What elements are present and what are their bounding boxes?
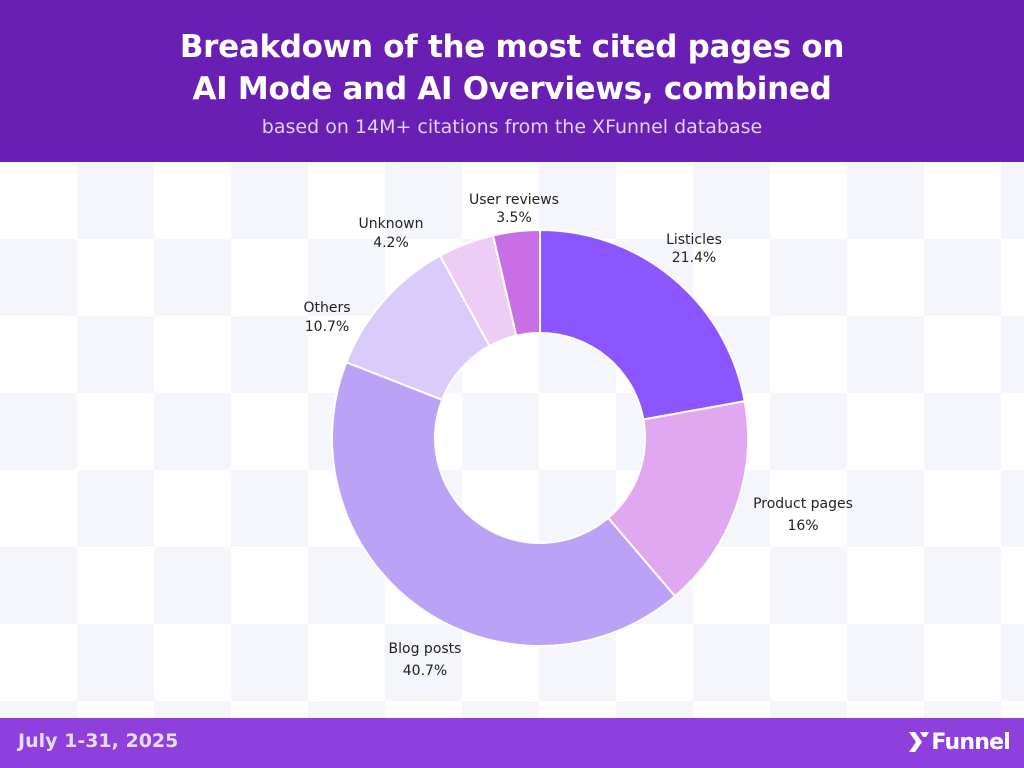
slice-user-reviews (491, 228, 541, 337)
chart-title-line-2: AI Mode and AI Overviews, combined (192, 71, 832, 107)
label-product-pages-value: 16% (787, 518, 818, 534)
slice-product-pages (606, 400, 749, 598)
label-product-pages-category: Product pages (753, 496, 853, 512)
donut-chart: Listicles 21.4% Product pages 16% Blog posts… (303, 192, 853, 679)
slice-blog-posts (331, 360, 677, 647)
label-others-value: 10.7% (305, 319, 349, 335)
slice-listicles (539, 228, 746, 421)
chart-title: Breakdown of the most cited pages on AI … (0, 26, 1024, 110)
label-blog-posts-category: Blog posts (389, 641, 462, 657)
chart-background: Listicles 21.4% Product pages 16% Blog posts… (0, 162, 1024, 718)
label-listicles-value: 21.4% (672, 250, 716, 266)
date-range: July 1-31, 2025 (18, 730, 179, 752)
label-unknown-value: 4.2% (373, 235, 409, 251)
label-listicles-category: Listicles (666, 232, 722, 248)
label-user-reviews-category: User reviews (469, 192, 559, 208)
xfunnel-logo: Funnel (908, 727, 1011, 757)
chart-title-line-1: Breakdown of the most cited pages on (179, 29, 845, 65)
xfunnel-x-icon (909, 732, 930, 752)
logo-text: Funnel (931, 729, 1010, 755)
footer-banner: July 1-31, 2025 Funnel (0, 718, 1024, 768)
label-user-reviews-value: 3.5% (496, 210, 532, 226)
label-unknown-category: Unknown (359, 216, 424, 232)
header-banner: Breakdown of the most cited pages on AI … (0, 0, 1024, 162)
label-others-category: Others (303, 300, 350, 316)
label-blog-posts-value: 40.7% (403, 663, 447, 679)
chart-subtitle: based on 14M+ citations from the XFunnel… (261, 116, 763, 138)
